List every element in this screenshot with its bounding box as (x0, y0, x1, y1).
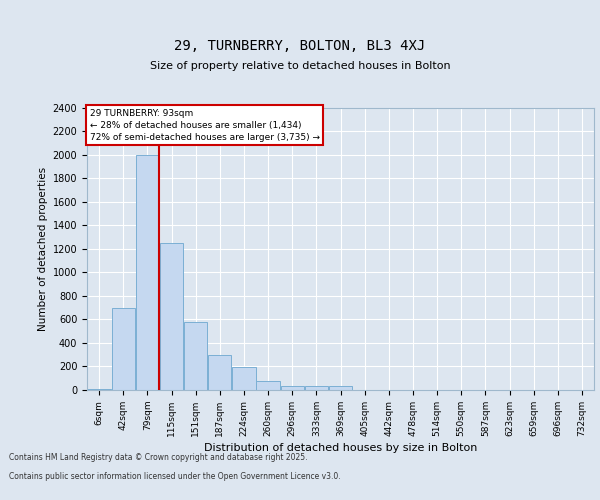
Text: Contains HM Land Registry data © Crown copyright and database right 2025.: Contains HM Land Registry data © Crown c… (9, 454, 308, 462)
Bar (208, 354, 232, 390)
X-axis label: Distribution of detached houses by size in Bolton: Distribution of detached houses by size … (204, 443, 477, 453)
Text: Contains public sector information licensed under the Open Government Licence v3: Contains public sector information licen… (9, 472, 341, 481)
Y-axis label: Number of detached properties: Number of detached properties (38, 166, 49, 331)
Bar (184, 322, 208, 390)
Bar (136, 154, 159, 390)
Text: 29 TURNBERRY: 93sqm
← 28% of detached houses are smaller (1,434)
72% of semi-det: 29 TURNBERRY: 93sqm ← 28% of detached ho… (89, 109, 320, 142)
Bar (160, 243, 183, 390)
Bar (112, 308, 135, 390)
Text: Size of property relative to detached houses in Bolton: Size of property relative to detached ho… (149, 61, 451, 71)
Bar (88, 389, 111, 390)
Bar (232, 367, 256, 390)
Bar (305, 386, 328, 390)
Text: 29, TURNBERRY, BOLTON, BL3 4XJ: 29, TURNBERRY, BOLTON, BL3 4XJ (175, 38, 425, 52)
Bar (256, 381, 280, 390)
Bar (329, 386, 352, 390)
Bar (281, 386, 304, 390)
